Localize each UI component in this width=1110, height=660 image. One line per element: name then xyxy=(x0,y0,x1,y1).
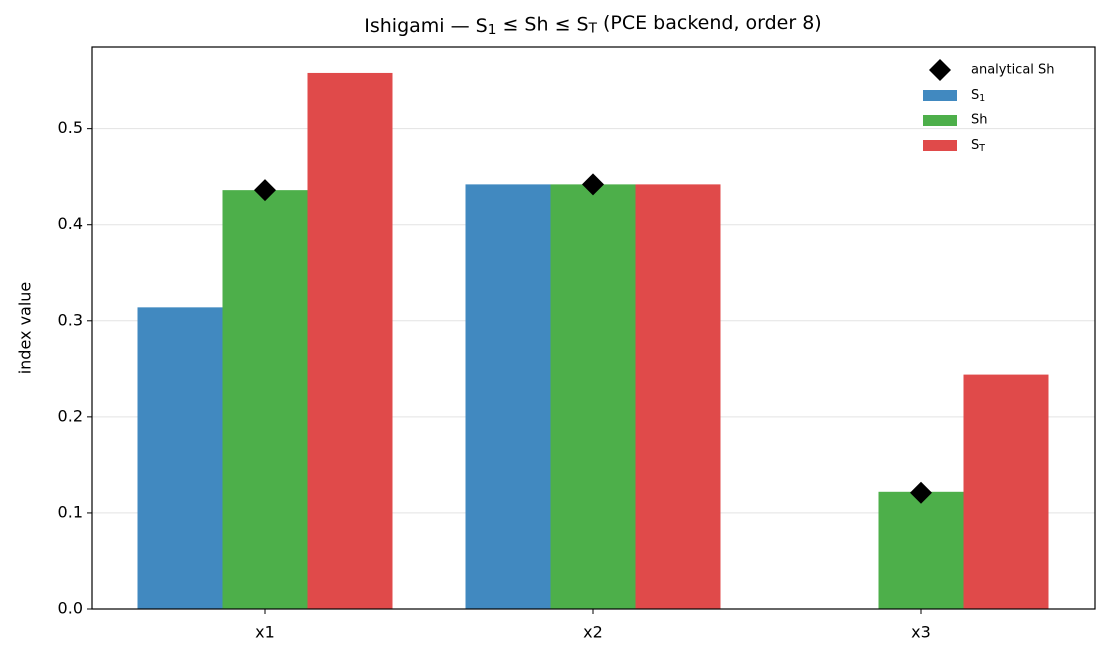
x-tick-label: x2 xyxy=(583,623,603,642)
legend-label: Sh xyxy=(971,113,988,128)
y-tick-label: 0.2 xyxy=(58,406,83,425)
bar xyxy=(307,72,393,609)
legend-label: analytical Sh xyxy=(971,63,1055,78)
analytical-marker xyxy=(910,481,932,504)
legend-swatch xyxy=(923,140,957,151)
bar xyxy=(137,307,223,609)
analytical-marker xyxy=(582,173,604,196)
legend-label: S1​ xyxy=(971,88,985,104)
legend-marker xyxy=(929,59,951,81)
bar xyxy=(222,190,308,609)
y-tick-label: 0.5 xyxy=(58,118,83,137)
legend-swatch xyxy=(923,90,957,101)
plot-frame xyxy=(91,46,1096,610)
chart-title: Ishigami — S1​ ≤ Sh ≤ ST​ (PCE backend, … xyxy=(364,11,821,38)
legend-label: ST​ xyxy=(971,138,985,154)
y-tick-label: 0.3 xyxy=(58,310,83,329)
bar xyxy=(465,184,551,609)
x-tick-label: x1 xyxy=(255,623,275,642)
y-tick-label: 0.1 xyxy=(58,502,83,521)
bar xyxy=(878,491,964,609)
bar xyxy=(550,184,636,609)
analytical-marker xyxy=(254,179,276,202)
y-tick-label: 0.4 xyxy=(58,214,83,233)
y-axis-label: index value xyxy=(16,282,35,375)
legend-swatch xyxy=(923,115,957,126)
bar xyxy=(963,374,1049,609)
x-tick-label: x3 xyxy=(911,623,931,642)
bar xyxy=(635,184,721,609)
y-tick-label: 0.0 xyxy=(58,599,83,618)
